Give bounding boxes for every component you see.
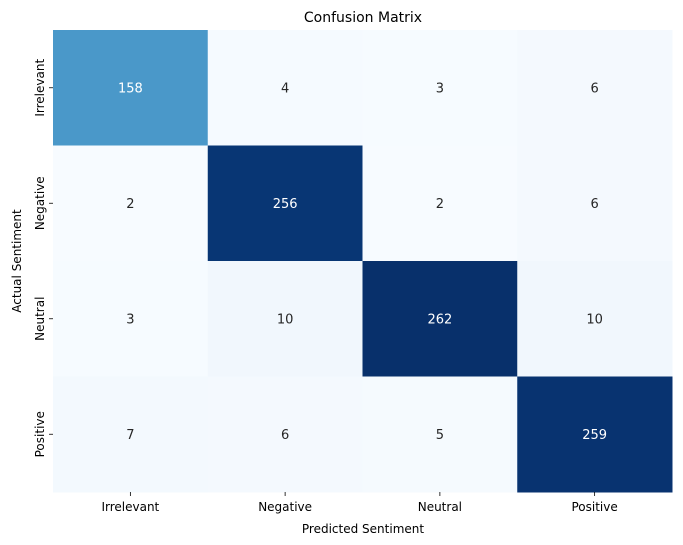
heatmap-cell-2-0 <box>53 261 209 377</box>
heatmap-cell-3-3 <box>517 376 673 493</box>
cell-value-2-2: 262 <box>427 312 452 327</box>
cell-value-1-3: 6 <box>590 197 598 212</box>
cell-value-3-0: 7 <box>126 428 134 443</box>
y-axis-label: Actual Sentiment <box>10 209 24 313</box>
y-tick-label-1: Negative <box>33 176 47 230</box>
heatmap-cell-2-2 <box>362 261 518 377</box>
cell-value-3-1: 6 <box>281 428 289 443</box>
heatmap-cell-0-3 <box>517 30 673 146</box>
cell-value-0-1: 4 <box>281 81 289 96</box>
y-axis-ticks: Irrelevant Negative Neutral Positive <box>33 59 53 457</box>
x-axis-ticks: Irrelevant Negative Neutral Positive <box>101 492 618 514</box>
cell-annotations: 158 4 3 6 2 256 2 6 3 10 262 10 7 6 5 259 <box>118 81 607 443</box>
y-tick-label-2: Neutral <box>33 297 47 341</box>
x-tick-label-3: Positive <box>571 500 617 514</box>
heatmap-cell-3-2 <box>362 376 518 493</box>
heatmap-cell-0-2 <box>362 30 518 146</box>
x-tick-label-0: Irrelevant <box>101 500 159 514</box>
cell-value-0-0: 158 <box>118 81 143 96</box>
x-axis-label: Predicted Sentiment <box>302 522 424 536</box>
heatmap-cell-1-1 <box>207 145 363 262</box>
chart-title: Confusion Matrix <box>304 10 422 26</box>
heatmap-cell-1-2 <box>362 145 518 262</box>
x-tick-label-2: Neutral <box>418 500 462 514</box>
heatmap-cell-2-1 <box>207 261 363 377</box>
cell-value-2-1: 10 <box>277 312 294 327</box>
cell-value-1-0: 2 <box>126 197 134 212</box>
cell-value-3-3: 259 <box>582 428 607 443</box>
y-tick-label-3: Positive <box>33 411 47 457</box>
heatmap-cell-1-0 <box>53 145 209 262</box>
heatmap-cell-0-1 <box>207 30 363 146</box>
cell-value-3-2: 5 <box>436 428 444 443</box>
cell-value-1-2: 2 <box>436 197 444 212</box>
x-tick-label-1: Negative <box>258 500 312 514</box>
cell-value-2-0: 3 <box>126 312 134 327</box>
heatmap-cell-2-3 <box>517 261 673 377</box>
cell-value-1-1: 256 <box>273 197 298 212</box>
cell-value-2-3: 10 <box>586 312 603 327</box>
heatmap-cell-3-1 <box>207 376 363 493</box>
heatmap-cell-0-0 <box>53 30 209 146</box>
heatmap-cell-1-3 <box>517 145 673 262</box>
heatmap-cell-3-0 <box>53 376 209 493</box>
cell-value-0-3: 6 <box>590 81 598 96</box>
heatmap-cells <box>53 30 673 493</box>
cell-value-0-2: 3 <box>436 81 444 96</box>
y-tick-label-0: Irrelevant <box>33 59 47 117</box>
